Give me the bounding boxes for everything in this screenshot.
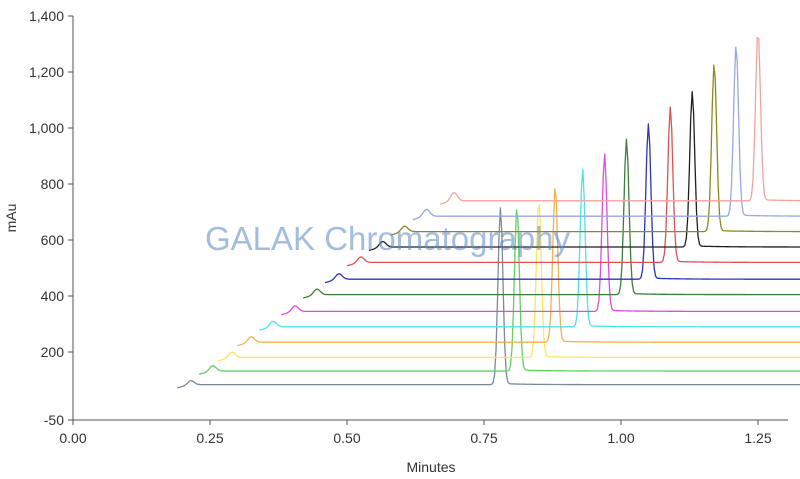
x-tick-label: 0.50 xyxy=(333,430,360,446)
x-tick-label: 0.00 xyxy=(59,430,86,446)
trace-inj889 xyxy=(324,123,800,284)
y-axis-title: mAu xyxy=(3,204,19,233)
trace-inj511 xyxy=(368,91,800,251)
x-tick-label: 0.75 xyxy=(470,430,497,446)
y-tick-label: 600 xyxy=(41,232,65,248)
trace-inj1220 xyxy=(281,153,800,316)
trace-inj702 xyxy=(346,106,800,267)
x-tick-label: 1.25 xyxy=(744,430,771,446)
y-tick-label: 200 xyxy=(41,344,65,360)
trace-inj167 xyxy=(412,46,800,221)
trace-inj1682 xyxy=(218,204,800,362)
trace-inj1864 xyxy=(198,209,800,375)
x-axis-title: Minutes xyxy=(406,459,455,475)
y-tick-label: 1,000 xyxy=(29,120,64,136)
y-tick-label: 1,200 xyxy=(29,64,64,80)
x-tick-label: 0.25 xyxy=(196,430,223,446)
trace-inj350 xyxy=(390,64,800,236)
trace-inj2002 xyxy=(176,207,800,389)
x-tick-label: 1.00 xyxy=(607,430,634,446)
y-tick-label: 400 xyxy=(41,288,65,304)
trace-inj3 xyxy=(440,36,800,205)
chart-axes: 1,400 1,200 1,000 800 600 400 200 -50 0.00 0.25 0.… xyxy=(29,8,788,446)
trace-inj1502 xyxy=(237,188,800,347)
y-tick-label: 1,400 xyxy=(29,8,64,24)
y-tick-label: 800 xyxy=(41,176,65,192)
trace-inj1380 xyxy=(259,168,800,331)
y-tick-label: -50 xyxy=(44,412,64,428)
trace-inj1098 xyxy=(303,138,800,299)
chart-traces xyxy=(176,36,800,389)
watermark-text: GALAK Chromatography xyxy=(205,220,571,257)
